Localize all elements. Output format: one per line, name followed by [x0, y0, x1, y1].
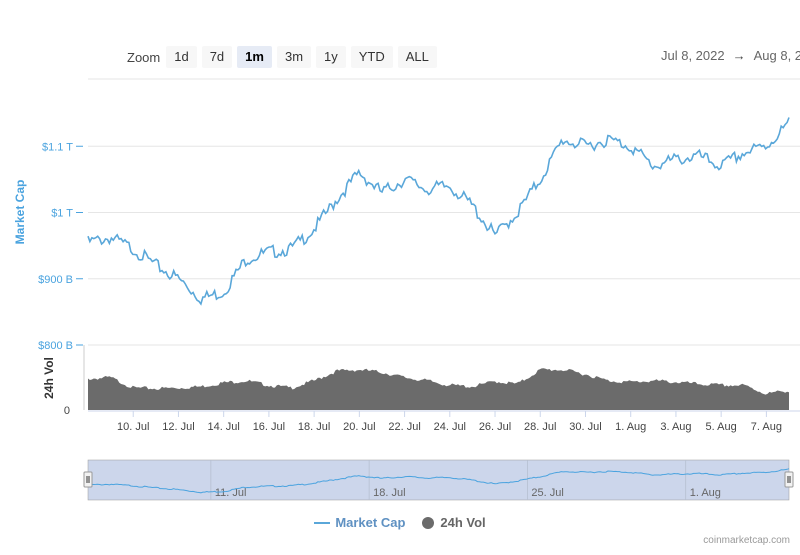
zoom-button-3m[interactable]: 3m	[276, 46, 312, 68]
x-tick-label: 26. Jul	[479, 421, 511, 433]
x-tick-label: 20. Jul	[343, 421, 375, 433]
zoom-button-1d[interactable]: 1d	[166, 46, 197, 68]
zoom-label: Zoom	[127, 49, 161, 65]
y-tick-label: $1.1 T	[42, 141, 73, 153]
legend-label-market-cap: Market Cap	[335, 515, 406, 530]
legend-label-volume: 24h Vol	[440, 515, 486, 530]
navigator-right-handle-icon[interactable]	[784, 471, 794, 488]
zoom-button-all[interactable]: ALL	[397, 46, 437, 68]
circle-symbol-icon	[422, 516, 435, 529]
y-axis-title-market-cap: Market Cap	[13, 180, 27, 245]
series-volume-area	[88, 368, 789, 410]
x-tick-label: 28. Jul	[524, 421, 556, 433]
date-range: Jul 8, 2022 → Aug 8, 2022	[661, 48, 800, 63]
x-tick-label: 30. Jul	[569, 421, 601, 433]
navigator-tick-label: 25. Jul	[531, 487, 563, 499]
legend: Market Cap 24h Vol	[0, 515, 800, 530]
legend-item-market-cap[interactable]: Market Cap	[314, 515, 405, 530]
x-tick-label: 14. Jul	[207, 421, 239, 433]
zoom-button-1m[interactable]: 1m	[237, 46, 272, 68]
x-tick-label: 22. Jul	[388, 421, 420, 433]
y-tick-label: 0	[64, 405, 70, 417]
line-symbol-icon	[314, 521, 331, 524]
zoom-button-1y[interactable]: 1y	[316, 46, 346, 68]
legend-item-volume[interactable]: 24h Vol	[421, 515, 486, 530]
range-from[interactable]: Jul 8, 2022	[661, 48, 725, 63]
zoom-button-ytd[interactable]: YTD	[350, 46, 393, 68]
x-tick-label: 12. Jul	[162, 421, 194, 433]
range-to[interactable]: Aug 8, 2022	[753, 48, 800, 63]
x-tick-label: 7. Aug	[751, 421, 782, 433]
y-axis-title-volume: 24h Vol	[42, 357, 56, 399]
y-tick-label: $900 B	[38, 274, 73, 286]
series-market-cap-line	[87, 117, 790, 306]
zoom-button-7d[interactable]: 7d	[201, 46, 233, 68]
navigator-tick-label: 1. Aug	[690, 487, 721, 499]
x-tick-label: 16. Jul	[253, 421, 285, 433]
navigator-left-handle-icon[interactable]	[83, 471, 93, 488]
range-arrow-icon: →	[732, 48, 746, 63]
handle-grip	[83, 471, 93, 488]
zoom-bar: Zoom 1d 7d 1m 3m 1y YTD ALL	[127, 46, 442, 68]
navigator-tick-label: 11. Jul	[215, 487, 247, 499]
navigator-tick-label: 18. Jul	[373, 487, 405, 499]
credits-link[interactable]: coinmarketcap.com	[703, 535, 790, 546]
y-tick-label: $1 T	[51, 208, 73, 220]
x-tick-label: 5. Aug	[706, 421, 737, 433]
y-tick-label: $800 B	[38, 340, 73, 352]
x-tick-label: 18. Jul	[298, 421, 330, 433]
navigator-selection	[87, 459, 790, 501]
x-tick-label: 10. Jul	[117, 421, 149, 433]
x-tick-label: 24. Jul	[434, 421, 466, 433]
x-tick-label: 3. Aug	[660, 421, 691, 433]
navigator-series-line	[87, 468, 790, 494]
handle-grip	[784, 471, 794, 488]
x-tick-label: 1. Aug	[615, 421, 646, 433]
